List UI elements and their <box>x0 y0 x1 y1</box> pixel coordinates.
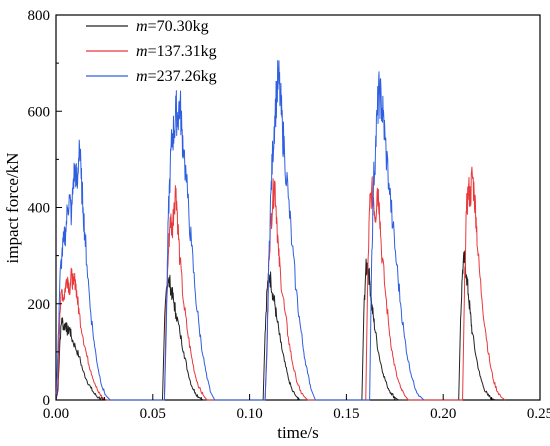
y-axis-ticks: 0 200 400 600 800 <box>28 8 62 409</box>
y-tick-label: 200 <box>28 297 51 313</box>
y-tick-label: 600 <box>28 104 51 120</box>
x-tick-label: 0.20 <box>430 406 456 422</box>
x-tick-label: 0.00 <box>43 406 69 422</box>
legend-entry: m=70.30kg <box>136 18 209 35</box>
legend: m=70.30kg m=137.31kg m=237.26kg <box>86 18 217 85</box>
x-tick-label: 0.15 <box>333 406 359 422</box>
x-tick-label: 0.25 <box>527 406 550 422</box>
x-axis-ticks: 0.00 0.05 0.10 0.15 0.20 0.25 <box>43 394 550 422</box>
y-tick-label: 800 <box>28 8 51 24</box>
series-group <box>55 60 506 401</box>
y-axis-label: impact force/kN <box>3 153 22 264</box>
legend-entry: m=237.26kg <box>136 68 217 85</box>
x-tick-label: 0.05 <box>140 406 166 422</box>
series-line-3 <box>55 60 425 401</box>
series-line-2 <box>55 166 506 401</box>
x-tick-label: 0.10 <box>236 406 262 422</box>
legend-entry: m=137.31kg <box>136 43 217 60</box>
x-axis-label: time/s <box>277 423 319 442</box>
plot-area <box>55 14 541 401</box>
y-tick-label: 0 <box>43 393 51 409</box>
y-tick-label: 400 <box>28 201 51 217</box>
series-line-1 <box>55 250 496 401</box>
